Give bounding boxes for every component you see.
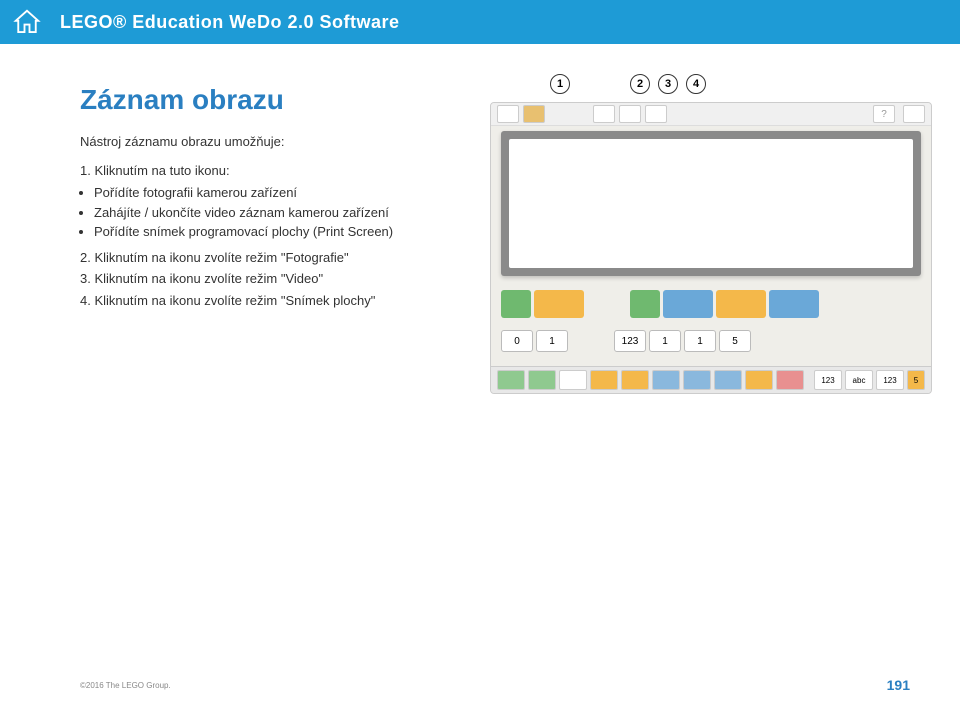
palette-button[interactable] xyxy=(590,370,618,390)
header-title: LEGO® Education WeDo 2.0 Software xyxy=(60,12,399,33)
value-block[interactable]: 5 xyxy=(719,330,751,352)
screenshot-bottombar: 123 abc 123 5 xyxy=(491,366,931,393)
callout-1: 1 xyxy=(550,74,570,94)
topbar-button[interactable] xyxy=(903,105,925,123)
text-column: Záznam obrazu Nástroj záznamu obrazu umo… xyxy=(80,74,460,394)
palette-button[interactable] xyxy=(714,370,742,390)
callout-3: 3 xyxy=(658,74,678,94)
palette-label[interactable]: abc xyxy=(845,370,873,390)
video-mode-button[interactable] xyxy=(619,105,641,123)
step-1-lead: 1. Kliknutím na tuto ikonu: xyxy=(80,163,460,178)
value-block[interactable]: 0 xyxy=(501,330,533,352)
value-block[interactable]: 123 xyxy=(614,330,646,352)
value-block[interactable]: 1 xyxy=(649,330,681,352)
content-area: Záznam obrazu Nástroj záznamu obrazu umo… xyxy=(0,44,960,394)
palette-button[interactable] xyxy=(559,370,587,390)
home-icon[interactable] xyxy=(12,7,42,37)
page-footer: ©2016 The LEGO Group. 191 xyxy=(80,677,910,693)
palette-button[interactable] xyxy=(745,370,773,390)
page-number: 191 xyxy=(887,677,910,693)
bullet-list: Pořídíte fotografii kamerou zařízení Zah… xyxy=(80,184,460,241)
callout-2: 2 xyxy=(630,74,650,94)
page-header: LEGO® Education WeDo 2.0 Software xyxy=(0,0,960,44)
start-block[interactable] xyxy=(630,290,660,318)
preview-area xyxy=(509,139,913,268)
topbar-button[interactable] xyxy=(497,105,519,123)
palette-button[interactable] xyxy=(683,370,711,390)
step-3: 3. Kliknutím na ikonu zvolíte režim "Vid… xyxy=(80,270,460,288)
bullet-item: Zahájíte / ukončíte video záznam kamerou… xyxy=(94,204,460,222)
palette-button[interactable] xyxy=(652,370,680,390)
blue-block[interactable] xyxy=(663,290,713,318)
blue-block[interactable] xyxy=(769,290,819,318)
program-row-1 xyxy=(501,288,921,320)
orange-block[interactable] xyxy=(716,290,766,318)
orange-block[interactable] xyxy=(534,290,584,318)
value-block[interactable]: 1 xyxy=(536,330,568,352)
callout-row: 1 2 3 4 xyxy=(490,74,932,94)
palette-button[interactable] xyxy=(776,370,804,390)
app-screenshot: ? 0 1 123 1 1 5 xyxy=(490,102,932,394)
figure-column: 1 2 3 4 ? xyxy=(490,74,932,394)
bullet-item: Pořídíte fotografii kamerou zařízení xyxy=(94,184,460,202)
palette-label[interactable]: 123 xyxy=(876,370,904,390)
photo-mode-button[interactable] xyxy=(593,105,615,123)
screen-mode-button[interactable] xyxy=(645,105,667,123)
palette-label[interactable]: 123 xyxy=(814,370,842,390)
help-icon[interactable]: ? xyxy=(873,105,895,123)
screenshot-topbar: ? xyxy=(491,103,931,126)
palette-button[interactable] xyxy=(497,370,525,390)
callout-4: 4 xyxy=(686,74,706,94)
value-block[interactable]: 1 xyxy=(684,330,716,352)
capture-preview xyxy=(501,131,921,276)
palette-button[interactable] xyxy=(528,370,556,390)
page-title: Záznam obrazu xyxy=(80,84,460,116)
intro-text: Nástroj záznamu obrazu umožňuje: xyxy=(80,134,460,149)
step-4: 4. Kliknutím na ikonu zvolíte režim "Sní… xyxy=(80,292,460,310)
program-row-2: 0 1 123 1 1 5 xyxy=(501,325,921,357)
start-block[interactable] xyxy=(501,290,531,318)
palette-count[interactable]: 5 xyxy=(907,370,925,390)
callout-group: 2 3 4 xyxy=(630,74,706,94)
palette-button[interactable] xyxy=(621,370,649,390)
bullet-item: Pořídíte snímek programovací plochy (Pri… xyxy=(94,223,460,241)
step-2: 2. Kliknutím na ikonu zvolíte režim "Fot… xyxy=(80,249,460,267)
copyright-text: ©2016 The LEGO Group. xyxy=(80,681,171,690)
capture-button[interactable] xyxy=(523,105,545,123)
